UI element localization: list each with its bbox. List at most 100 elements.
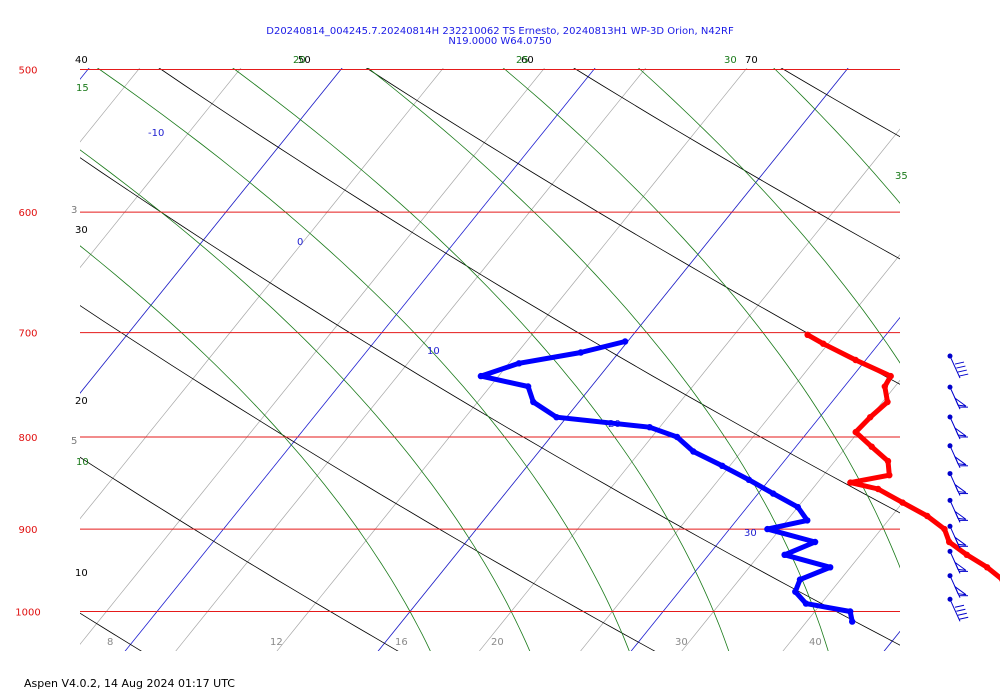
dewpoint-point [577, 349, 584, 356]
dewpoint-point [847, 608, 854, 615]
isotherm-line [124, 68, 596, 651]
dewpoint-point [646, 424, 653, 431]
moist-adiabat-line [637, 68, 900, 364]
moist-adiabat-line [80, 245, 431, 651]
temperature-point [899, 499, 906, 506]
wind-barb-feather [954, 604, 965, 608]
dewpoint-point [802, 600, 810, 607]
dry-adiabat-line [780, 68, 900, 138]
dewpoint-point [719, 462, 726, 469]
mixing-ratio-line [0, 38, 63, 658]
isotherm-label-30: 30 [744, 528, 757, 539]
moist-adiabat-label-30: 30 [724, 55, 737, 66]
temperature-axis-label-16: 16 [395, 637, 408, 648]
dry-adiabat-line [573, 68, 900, 260]
isotherm-line [80, 68, 343, 394]
dewpoint-profile [477, 338, 856, 625]
dry-adiabat-label-70: 70 [745, 55, 758, 66]
wind-barb [947, 523, 968, 549]
mixing-ratio-line [681, 379, 900, 651]
wind-barb-pennant [953, 509, 967, 520]
subtitle-line: N19.0000 W64.0750 [448, 36, 551, 47]
pressure-label-900: 900 [18, 525, 37, 536]
wind-barb [947, 384, 968, 410]
temperature-axis-label-40: 40 [809, 637, 822, 648]
moist-adiabat-line [986, 4, 1000, 657]
pressure-label-700: 700 [18, 329, 37, 340]
temperature-point [820, 340, 827, 347]
temperature-point [963, 551, 970, 558]
dry-adiabat-line [365, 68, 900, 385]
wind-barb-staff [949, 355, 961, 379]
temperature-point [983, 564, 991, 571]
dry-adiabat-label-20: 20 [75, 396, 88, 407]
wind-barb [947, 471, 968, 496]
temperature-point [852, 356, 859, 364]
dewpoint-point [745, 476, 753, 483]
moist-adiabat-line [232, 68, 730, 651]
wind-barb [947, 573, 968, 598]
dewpoint-point [794, 503, 801, 511]
wind-barb [947, 548, 968, 574]
dewpoint-point [524, 383, 532, 390]
temperature-point [867, 414, 874, 421]
moist-adiabat-line [502, 68, 900, 569]
wind-barb-pennant [953, 535, 967, 546]
dry-adiabat-label-60: 60 [521, 55, 534, 66]
moist-adiabat-line [367, 68, 829, 651]
wind-barb-pennant [953, 483, 967, 494]
isotherm-label--10: -10 [148, 128, 164, 139]
pressure-label-1000: 1000 [15, 608, 40, 619]
mixing-ratio-line [80, 68, 141, 143]
wind-barb-feather [954, 361, 965, 365]
wind-barb [947, 443, 968, 469]
mixing-ratio-line [80, 68, 545, 645]
moist-adiabat-label-15: 15 [76, 83, 89, 94]
dry-adiabat-line [878, 4, 1000, 657]
wind-barb-feather [957, 369, 967, 373]
wind-barb [947, 414, 968, 440]
dry-adiabat-label-10: 10 [75, 568, 88, 579]
dry-adiabat-label-40: 40 [75, 55, 88, 66]
mixing-ratio-line [80, 68, 242, 269]
wind-barb-pennant [953, 396, 967, 407]
temperature-point [881, 383, 888, 390]
wind-barb-pennant [953, 585, 967, 596]
dewpoint-point [515, 360, 523, 367]
dry-adiabat-line [80, 456, 399, 651]
temperature-profile [804, 331, 1000, 582]
dewpoint-point [690, 448, 697, 455]
mixing-ratio-line [276, 68, 748, 651]
temperature-point [946, 538, 953, 546]
isotherm-label-10: 10 [427, 346, 440, 357]
wind-barbs [947, 353, 969, 622]
mixing-ratio-line [80, 68, 444, 520]
moist-adiabat-line [96, 68, 630, 651]
dewpoint-point [781, 551, 788, 558]
pressure-label-800: 800 [18, 433, 37, 444]
wind-barb-pennant [953, 455, 967, 466]
temperature-point [868, 443, 875, 450]
wind-barb-feather [957, 612, 967, 616]
mixing-ratio-line [175, 68, 647, 651]
mixing-ratio-line [782, 505, 900, 651]
temperature-point [884, 398, 891, 406]
version-footer: Aspen V4.0.2, 14 Aug 2024 01:17 UTC [24, 677, 235, 690]
temperature-point [886, 472, 893, 479]
moist-adiabat-label-20: 20 [293, 55, 306, 66]
temperature-axis-label-20: 20 [491, 637, 504, 648]
temperature-point [804, 331, 811, 338]
wind-barb-feather [956, 365, 966, 369]
dewpoint-point [792, 588, 799, 595]
isotherm-line [630, 316, 900, 651]
temperature-trace [805, 332, 1000, 581]
moist-adiabat-line [80, 149, 531, 651]
moist-adiabat-label-25: 25 [516, 55, 529, 66]
dewpoint-point [673, 433, 681, 441]
temperature-point [924, 512, 931, 520]
dewpoint-point [811, 538, 819, 546]
temperature-point [874, 485, 882, 493]
